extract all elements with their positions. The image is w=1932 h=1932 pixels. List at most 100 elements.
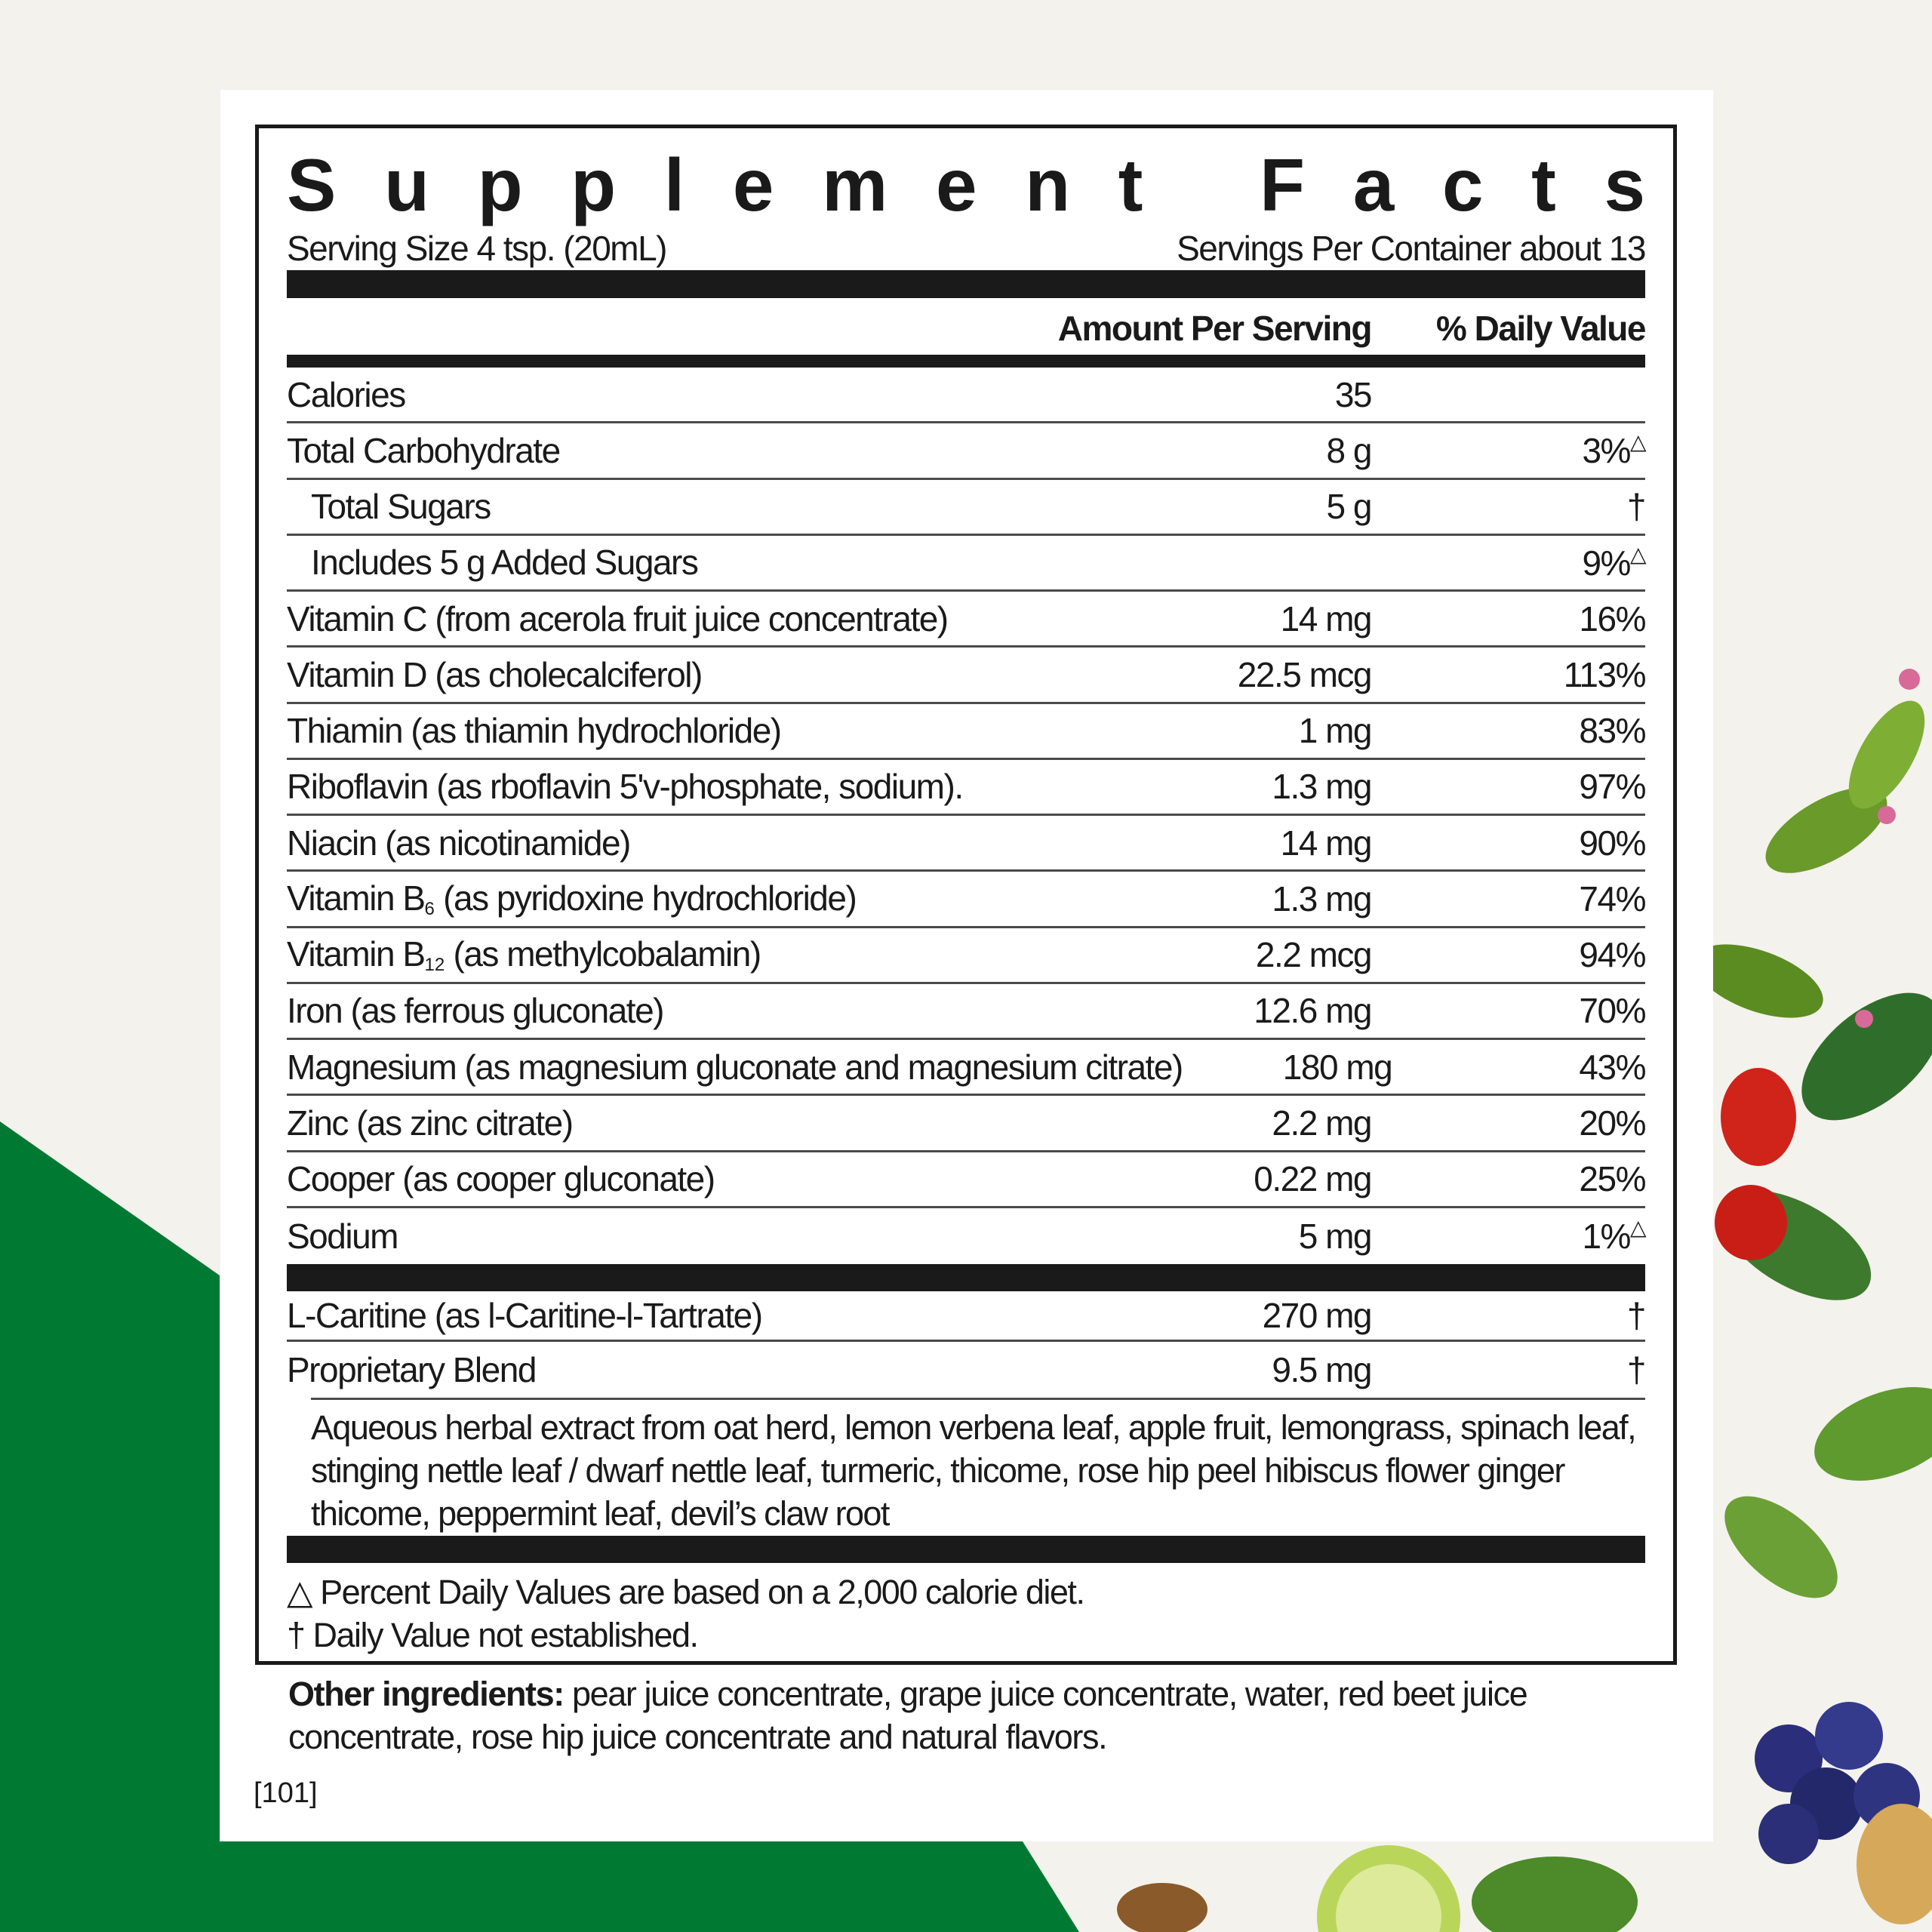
thick-divider xyxy=(287,1264,1645,1291)
amount: 9.5 mg xyxy=(1272,1350,1372,1390)
nutrient-row: Vitamin B6 (as pyridoxine hydrochloride)… xyxy=(287,872,1646,928)
serving-size: Serving Size 4 tsp. (20mL) xyxy=(287,229,668,268)
nutrient-name: L-Caritine (as l-Caritine-l-Tartrate) xyxy=(287,1295,1145,1336)
amount: 1.3 mg xyxy=(1272,767,1372,807)
nutrient-name: Sodium xyxy=(287,1216,1145,1257)
amount: 1 mg xyxy=(1298,711,1373,751)
daily-value-text: 20% xyxy=(1579,1103,1646,1143)
amount: 5 mg xyxy=(1298,1216,1373,1256)
daily-value: 83% xyxy=(1371,710,1646,751)
daily-value-text: 70% xyxy=(1579,991,1646,1031)
daily-value-text: 16% xyxy=(1579,598,1646,638)
footnote: † Daily Value not established. xyxy=(287,1616,699,1655)
nutrient-row: L-Caritine (as l-Caritine-l-Tartrate) 270… xyxy=(287,1291,1647,1342)
daily-value: 3%△ xyxy=(1371,429,1647,471)
amount: 14 mg xyxy=(1280,823,1373,863)
amount: 12.6 mg xyxy=(1254,991,1372,1031)
daily-value-text: 1% xyxy=(1582,1217,1631,1257)
nutrient-name: Vitamin B12 (as methylcobalamin) xyxy=(287,934,1145,976)
nutrient-name-text: Sodium xyxy=(287,1216,398,1256)
daily-value: † xyxy=(1371,1349,1647,1390)
daily-value: 74% xyxy=(1371,878,1646,919)
daily-value-text: † xyxy=(1626,1350,1647,1390)
amount: 270 mg xyxy=(1262,1296,1373,1335)
nutrient-name-text: Total Sugars xyxy=(311,487,491,527)
nutrient-name-text: Vitamin C (from acerola fruit juice conc… xyxy=(287,598,949,638)
nutrient-name-text: Total Carbohydrate xyxy=(287,430,561,470)
nutrient-name-text: L-Caritine (as l-Caritine-l-Tartrate) xyxy=(287,1296,763,1335)
nutrient-name: Iron (as ferrous gluconate) xyxy=(287,990,1145,1031)
thick-divider xyxy=(287,270,1645,298)
serving-info: Serving Size 4 tsp. (20mL) Servings Per … xyxy=(287,226,1646,270)
daily-value: 70% xyxy=(1371,990,1646,1031)
other-ingredients-label: Other ingredients: xyxy=(288,1675,565,1713)
nutrient-name: Niacin (as nicotinamide) xyxy=(287,823,1145,863)
nutrient-row: Vitamin C (from acerola fruit juice conc… xyxy=(287,592,1646,648)
nutrient-row: Zinc (as zinc citrate) 2.2 mg 20% xyxy=(287,1096,1646,1152)
nutrient-name-text: Vitamin D (as cholecalciferol) xyxy=(287,654,703,694)
amount: 0.22 mg xyxy=(1254,1159,1372,1199)
triangle-icon: △ xyxy=(1629,430,1647,454)
daily-value-text: 113% xyxy=(1563,654,1647,694)
amount: 1.3 mg xyxy=(1272,878,1372,918)
nutrient-name-text: Zinc (as zinc citrate) xyxy=(287,1103,574,1143)
amount: 14 mg xyxy=(1280,598,1373,638)
nutrient-name: Zinc (as zinc citrate) xyxy=(287,1103,1145,1143)
daily-value: 90% xyxy=(1371,823,1646,863)
green-shape xyxy=(0,1121,1079,1932)
servings-per-container: Servings Per Container about 13 xyxy=(1177,229,1646,268)
nutrient-name: Vitamin D (as cholecalciferol) xyxy=(287,654,1145,695)
nutrient-row: Total Sugars 5 g † xyxy=(287,480,1647,536)
subscript: 12 xyxy=(424,955,445,976)
daily-value-text: † xyxy=(1626,487,1647,527)
label-code: [101] xyxy=(254,1777,318,1809)
daily-value: † xyxy=(1371,486,1647,527)
daily-value-text: 43% xyxy=(1579,1047,1646,1087)
nutrient-name-text: Magnesium (as magnesium gluconate and ma… xyxy=(287,1047,1183,1087)
footnote: △ Percent Daily Values are based on a 2,… xyxy=(287,1573,1085,1612)
nutrient-name: Vitamin C (from acerola fruit juice conc… xyxy=(287,598,1145,639)
daily-value-text: 25% xyxy=(1579,1159,1646,1199)
daily-value: † xyxy=(1371,1295,1647,1336)
daily-value: 113% xyxy=(1371,654,1647,695)
nutrient-row: Includes 5 g Added Sugars 9%△ xyxy=(287,536,1647,592)
nutrient-name-text: Includes 5 g Added Sugars xyxy=(311,543,699,583)
other-ingredients-text: pear juice concentrate, grape juice conc… xyxy=(288,1675,1528,1756)
blend-ingredients: Aqueous herbal extract from oat herd, le… xyxy=(311,1398,1645,1536)
footnotes: △ Percent Daily Values are based on a 2,… xyxy=(287,1563,1645,1657)
daily-value: 9%△ xyxy=(1371,542,1646,583)
nutrient-name-text: Iron (as ferrous gluconate) xyxy=(287,991,665,1031)
nutrient-row: Total Carbohydrate 8 g 3%△ xyxy=(287,423,1647,480)
amount: 35 xyxy=(1334,374,1373,414)
amount: 180 mg xyxy=(1282,1047,1393,1087)
daily-value-text: 90% xyxy=(1579,823,1646,863)
daily-value: 1%△ xyxy=(1371,1215,1647,1257)
nutrient-row: Thiamin (as thiamin hydrochloride) 1 mg 83… xyxy=(287,704,1646,760)
daily-value-text: 74% xyxy=(1579,878,1646,918)
supplement-facts-panel: Supplement Facts Serving Size 4 tsp. (20… xyxy=(255,125,1677,1665)
nutrient-name-text: Calories xyxy=(287,374,406,414)
nutrient-name-rest: (as methylcobalamin) xyxy=(445,934,762,974)
nutrient-name-text: Cooper (as cooper gluconate) xyxy=(287,1159,715,1199)
nutrient-name: Total Sugars xyxy=(287,486,1145,527)
other-nutrient-rows: L-Caritine (as l-Caritine-l-Tartrate) 270… xyxy=(287,1291,1647,1398)
nutrient-name-text: Vitamin B xyxy=(287,878,426,918)
nutrient-row: Proprietary Blend 9.5 mg † xyxy=(287,1342,1647,1398)
amount: 5 g xyxy=(1326,487,1373,527)
nutrient-name-text: Thiamin (as thiamin hydrochloride) xyxy=(287,711,782,751)
nutrient-name: Calories xyxy=(287,374,1145,415)
nutrient-name-text: Niacin (as nicotinamide) xyxy=(287,823,631,863)
daily-value-text: 94% xyxy=(1579,935,1646,975)
nutrient-rows: Calories 35 Total Carbohydrate 8 g 3%△ Total … xyxy=(287,368,1647,1264)
nutrient-row: Vitamin B12 (as methylcobalamin) 2.2 mcg 9… xyxy=(287,928,1646,984)
panel-title: Supplement Facts xyxy=(287,143,1645,226)
amount: 2.2 mcg xyxy=(1255,935,1373,975)
nutrient-row: Niacin (as nicotinamide) 14 mg 90% xyxy=(287,816,1646,872)
subscript: 6 xyxy=(424,898,435,919)
nutrient-name: Thiamin (as thiamin hydrochloride) xyxy=(287,710,1145,751)
daily-value: 20% xyxy=(1371,1103,1646,1143)
triangle-icon: △ xyxy=(1629,1216,1647,1240)
nutrient-name: Proprietary Blend xyxy=(287,1349,1145,1390)
dv-header: % Daily Value xyxy=(1435,309,1647,348)
